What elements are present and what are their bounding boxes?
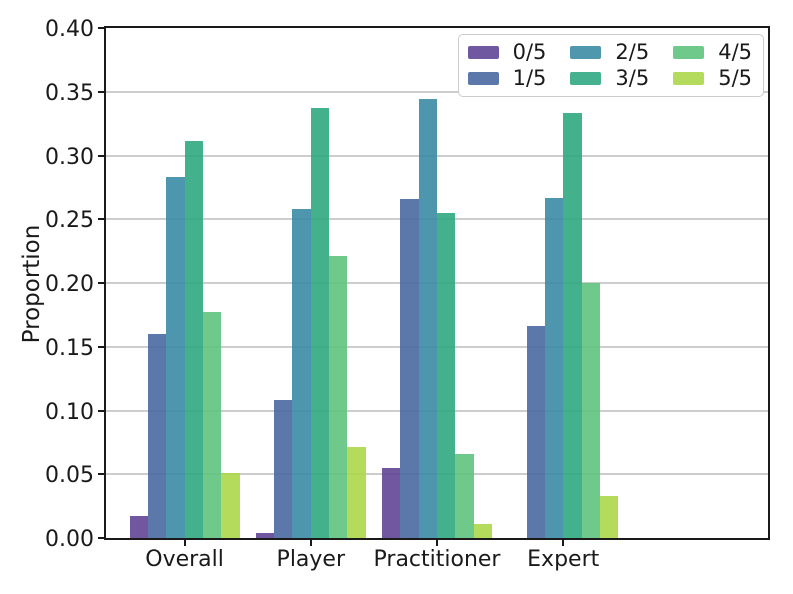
bar-practitioner-4/5 bbox=[455, 453, 474, 538]
bar-practitioner-3/5 bbox=[436, 212, 456, 538]
legend-label: 4/5 bbox=[718, 40, 752, 64]
y-tick-mark-0.10 bbox=[98, 409, 106, 412]
bar-group-player bbox=[255, 28, 366, 538]
y-tick-label-0.40: 0.40 bbox=[45, 17, 94, 42]
y-tick-label-0.15: 0.15 bbox=[45, 335, 94, 361]
bar-expert-3/5 bbox=[563, 113, 582, 538]
legend-item-1/5: 1/5 bbox=[467, 66, 547, 90]
bar-player-0/5 bbox=[255, 532, 275, 538]
y-tick-label-0.10: 0.10 bbox=[45, 399, 94, 425]
x-tick-label-player: Player bbox=[276, 547, 346, 572]
y-tick-mark-0.05 bbox=[98, 473, 106, 476]
legend-label: 1/5 bbox=[512, 66, 547, 90]
bar-practitioner-5/5 bbox=[473, 523, 492, 538]
x-tick-mark-player bbox=[309, 538, 312, 546]
y-tick-mark-0.25 bbox=[98, 218, 106, 221]
bar-overall-0/5 bbox=[129, 516, 148, 538]
legend-item-4/5: 4/5 bbox=[673, 40, 752, 64]
y-tick-mark-0.40 bbox=[98, 27, 106, 29]
bar-player-1/5 bbox=[274, 400, 293, 538]
bar-expert-2/5 bbox=[544, 197, 564, 538]
legend: 0/5 1/5 2/5 3/5 4/5 5/5 bbox=[457, 34, 764, 97]
legend-swatch-icon bbox=[467, 45, 499, 59]
gridline-0.35 bbox=[106, 90, 768, 93]
bar-player-2/5 bbox=[292, 209, 311, 538]
y-tick-label-0.20: 0.20 bbox=[45, 272, 94, 297]
bar-player-4/5 bbox=[329, 256, 348, 538]
bar-practitioner-2/5 bbox=[418, 99, 437, 538]
y-tick-mark-0.15 bbox=[98, 345, 106, 348]
bar-overall-4/5 bbox=[202, 312, 222, 538]
legend-item-2/5: 2/5 bbox=[570, 40, 649, 64]
bar-player-3/5 bbox=[310, 108, 330, 538]
legend-item-3/5: 3/5 bbox=[570, 66, 649, 90]
bar-expert-5/5 bbox=[599, 495, 619, 538]
legend-item-0/5: 0/5 bbox=[467, 40, 547, 64]
y-tick-mark-0.00 bbox=[98, 537, 106, 539]
y-tick-label-0.25: 0.25 bbox=[45, 208, 94, 234]
bar-practitioner-1/5 bbox=[400, 198, 419, 538]
legend-swatch-icon bbox=[570, 45, 602, 59]
legend-label: 2/5 bbox=[615, 40, 650, 64]
gridline-0.30 bbox=[106, 154, 768, 157]
x-tick-mark-practitioner bbox=[436, 538, 438, 546]
bar-overall-3/5 bbox=[184, 141, 203, 538]
bar-overall-2/5 bbox=[166, 177, 185, 538]
bar-overall-5/5 bbox=[221, 472, 240, 538]
bar-practitioner-0/5 bbox=[382, 467, 401, 538]
legend-swatch-icon bbox=[570, 71, 602, 85]
x-tick-label-expert: Expert bbox=[527, 547, 600, 572]
legend-label: 0/5 bbox=[512, 40, 547, 64]
y-tick-mark-0.20 bbox=[98, 282, 106, 284]
legend-item-5/5: 5/5 bbox=[673, 66, 752, 90]
x-tick-mark-expert bbox=[562, 538, 565, 546]
bar-group-practitioner bbox=[382, 28, 492, 538]
legend-label: 5/5 bbox=[718, 66, 752, 90]
bar-group-overall bbox=[129, 28, 240, 538]
x-tick-mark-overall bbox=[183, 538, 186, 546]
y-tick-mark-0.35 bbox=[98, 90, 106, 93]
y-tick-mark-0.30 bbox=[98, 154, 106, 157]
x-tick-label-practitioner: Practitioner bbox=[373, 547, 501, 572]
legend-swatch-icon bbox=[673, 71, 705, 85]
bar-expert-4/5 bbox=[581, 283, 600, 538]
legend-swatch-icon bbox=[673, 45, 705, 59]
y-tick-label-0.30: 0.30 bbox=[45, 144, 94, 170]
bar-group-expert bbox=[508, 28, 619, 538]
bar-expert-1/5 bbox=[526, 326, 545, 538]
legend-swatch-icon bbox=[467, 71, 499, 85]
legend-label: 3/5 bbox=[615, 66, 650, 90]
y-axis-label-text: Proportion bbox=[19, 224, 45, 344]
x-tick-label-overall: Overall bbox=[145, 547, 224, 572]
bar-player-5/5 bbox=[347, 447, 366, 538]
plot-area: 0.00 0.05 0.10 0.15 0.20 0.25 0.30 0.35 0.40 Over… bbox=[45, 19, 770, 571]
y-tick-label-0.35: 0.35 bbox=[45, 80, 94, 106]
y-tick-label-0.00: 0.00 bbox=[45, 527, 94, 552]
bar-overall-1/5 bbox=[147, 334, 167, 538]
y-tick-label-0.05: 0.05 bbox=[45, 463, 94, 489]
